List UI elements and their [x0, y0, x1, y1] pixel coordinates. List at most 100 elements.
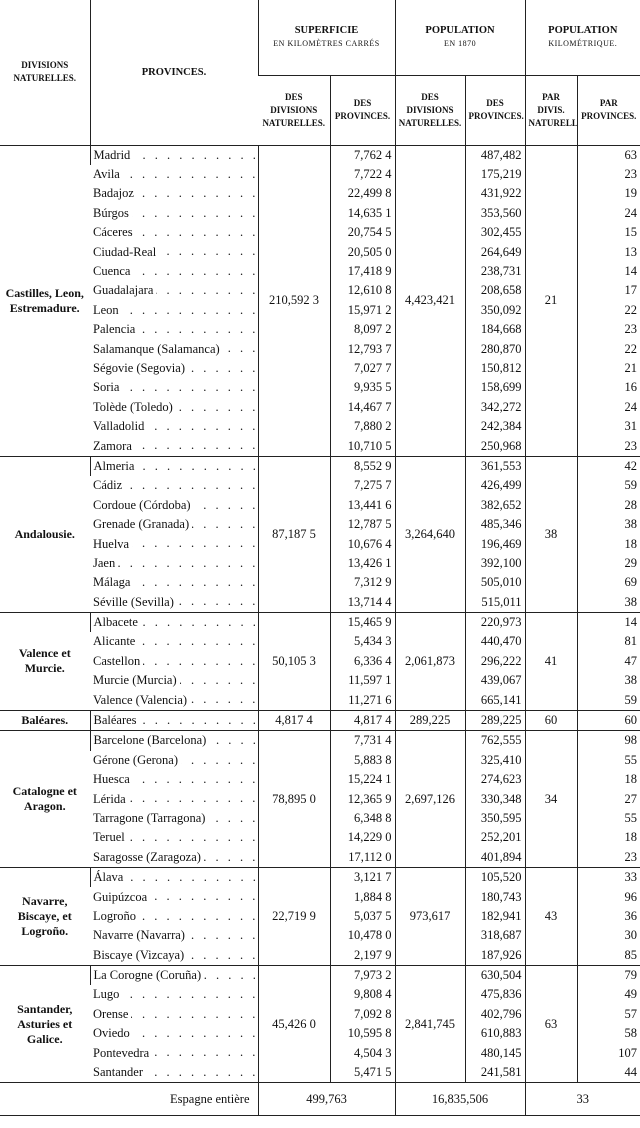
subheader: DES DIVISIONS NATURELLES.: [394, 75, 466, 146]
province-text: Séville (Sevilla): [93, 594, 177, 609]
province-row: Murcie (Murcia) 11,597 1 439,067 38: [0, 671, 640, 691]
province-text: Málaga: [93, 575, 134, 590]
province-row: Cuenca 17,418 9 238,731 14: [0, 261, 640, 282]
province-density: 24: [576, 203, 640, 224]
province-name: Gérone (Gerona): [90, 751, 258, 770]
province-density: 69: [576, 573, 640, 593]
subheader: DES PROVINCES.: [464, 75, 526, 146]
province-density: 79: [576, 965, 640, 986]
province-name: Salamanque (Salamanca): [90, 339, 258, 359]
province-name: Cuenca: [90, 262, 258, 281]
province-text: Lérida: [93, 791, 129, 806]
province-population: 241,581: [464, 1062, 526, 1084]
province-area: 22,499 8: [329, 184, 396, 204]
province-text: Avila: [93, 167, 123, 182]
province-text: Soria: [93, 380, 123, 395]
province-area: 5,037 5: [329, 906, 396, 927]
province-text: Castellon: [93, 653, 144, 668]
division-density: 60: [524, 710, 578, 732]
province-population: 274,623: [464, 770, 526, 790]
province-row: Alicante 5,434 3 440,470 81: [0, 632, 640, 652]
province-text: Santander: [93, 1065, 146, 1080]
province-density: 18: [576, 534, 640, 554]
division-density: 34: [524, 730, 578, 868]
province-text: Grenade (Granada): [93, 517, 193, 532]
province-population: 252,201: [464, 828, 526, 848]
division-name: Santander, Asturies et Galice.: [0, 965, 90, 1084]
province-row: Santander 5,471 5 241,581 44: [0, 1062, 640, 1084]
province-density: 107: [576, 1043, 640, 1063]
province-text: Leon: [93, 302, 122, 317]
title: POPULATION: [548, 25, 618, 37]
province-row: Lérida 12,365 9 330,348 27: [0, 789, 640, 809]
province-area: 6,336 4: [329, 651, 396, 672]
province-text: Salamanque (Salamanca): [93, 341, 223, 356]
province-population: 665,141: [464, 690, 526, 711]
divisions-header: DIVISIONS NATURELLES.: [0, 0, 90, 146]
province-text: Huelva: [93, 536, 133, 551]
province-population: 208,658: [464, 281, 526, 301]
province-name: Ciudad-Real: [90, 242, 258, 262]
division-name: Baléares.: [0, 710, 90, 732]
province-population: 440,470: [464, 632, 526, 652]
province-density: 33: [576, 867, 640, 888]
province-name: Palencia: [90, 320, 258, 339]
province-text: Valladolid: [93, 419, 148, 434]
division-population: 2,841,745: [394, 965, 466, 1084]
province-population: 220,973: [464, 612, 526, 633]
province-text: Jaen: [93, 555, 119, 570]
province-area: 15,465 9: [329, 612, 396, 633]
province-name: Albacete: [89, 612, 258, 633]
province-density: 38: [576, 514, 640, 535]
province-area: 20,505 0: [329, 242, 396, 262]
province-density: 47: [576, 651, 640, 672]
province-area: 9,935 5: [329, 378, 396, 398]
division-area: 50,105 3: [257, 612, 330, 711]
division-name: Castilles, Leon, Estremadure.: [0, 145, 90, 457]
province-name: Teruel: [90, 828, 258, 848]
province-row: Zamora 10,710 5 250,968 23: [0, 436, 640, 457]
province-row: Jaen 13,426 1 392,100 29: [0, 553, 640, 574]
province-density: 23: [576, 436, 640, 457]
province-density: 28: [576, 495, 640, 515]
division-density: 21: [524, 145, 578, 457]
province-population: 350,595: [464, 808, 526, 829]
province-name: Cordoue (Córdoba): [90, 496, 258, 515]
province-area: 13,714 4: [329, 592, 396, 613]
province-population: 762,555: [464, 730, 526, 751]
province-area: 5,883 8: [329, 750, 396, 770]
province-text: Cádiz: [93, 478, 126, 493]
division-population: 2,697,126: [394, 730, 466, 868]
province-population: 250,968: [464, 436, 526, 457]
province-density: 14: [576, 612, 640, 633]
province-density: 98: [576, 730, 640, 751]
province-row: Guadalajara 12,610 8 208,658 17: [0, 281, 640, 301]
province-text: Gérone (Gerona): [93, 752, 182, 767]
province-area: 7,027 7: [329, 358, 396, 379]
province-area: 2,197 9: [329, 945, 396, 966]
province-name: Tarragone (Tarragona): [90, 809, 258, 828]
total-label: Espagne entière: [0, 1082, 258, 1117]
province-row: Cáceres 20,754 5 302,455 15: [0, 223, 640, 243]
province-density: 36: [576, 906, 640, 927]
province-name: Jaen: [90, 554, 258, 573]
province-text: Biscaye (Vizcaya): [93, 947, 188, 962]
province-area: 13,426 1: [329, 553, 396, 574]
province-area: 15,224 1: [329, 770, 396, 790]
province-text: Logroño: [93, 908, 140, 923]
province-name: Cáceres: [90, 223, 258, 242]
province-population: 431,922: [464, 184, 526, 204]
province-area: 13,441 6: [329, 495, 396, 515]
province-name: Zamora: [90, 436, 258, 457]
division-name: Valence et Murcie.: [0, 612, 90, 711]
province-population: 392,100: [464, 553, 526, 574]
province-population: 515,011: [464, 592, 526, 613]
province-area: 17,112 0: [329, 847, 396, 868]
province-name: Ségovie (Segovia): [90, 359, 258, 378]
province-density: 49: [576, 985, 640, 1005]
division-area: 45,426 0: [257, 965, 330, 1084]
province-row: Andalousie.Almeria 87,187 58,552 93,264,6…: [0, 456, 640, 613]
province-density: 59: [576, 476, 640, 496]
province-name: Tolède (Toledo): [90, 398, 258, 417]
